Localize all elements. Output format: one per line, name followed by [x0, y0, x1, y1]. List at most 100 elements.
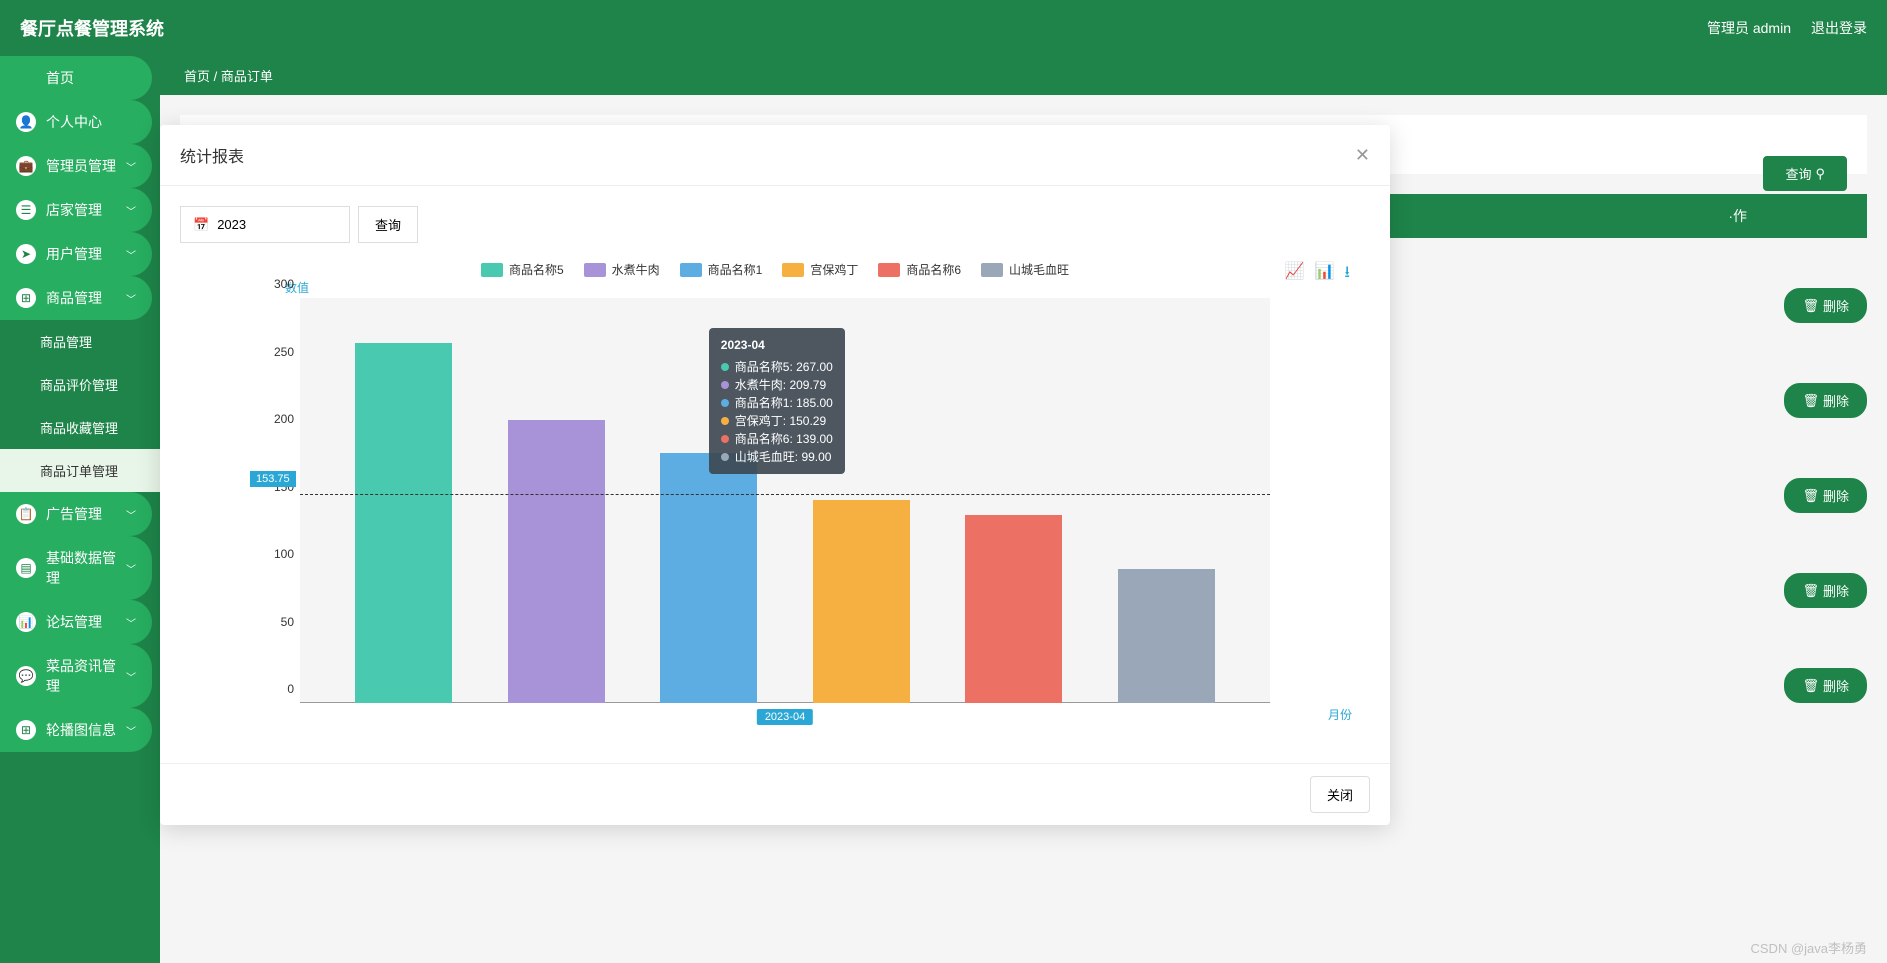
chart-bar[interactable] [660, 453, 757, 703]
legend-item[interactable]: 山城毛血旺 [981, 261, 1069, 278]
tooltip-dot [721, 381, 729, 389]
sidebar-sub-favorite-mgmt[interactable]: 商品收藏管理 [0, 406, 160, 449]
sidebar-item-admin[interactable]: 💼 管理员管理 ﹀ [0, 144, 152, 188]
chart-bar[interactable] [813, 500, 910, 703]
year-picker[interactable]: 📅 2023 [180, 206, 350, 243]
sidebar-item-shop[interactable]: ☰ 店家管理﹀ [0, 188, 152, 232]
legend-swatch [878, 263, 900, 277]
chart-bar[interactable] [508, 420, 605, 703]
app-title: 餐厅点餐管理系统 [20, 15, 164, 41]
sidebar-item-forum[interactable]: 📊 论坛管理 ﹀ [0, 600, 152, 644]
tooltip-row: 山城毛血旺: 99.00 [721, 448, 833, 466]
list-icon: ☰ [16, 200, 36, 220]
sidebar-sub-product-mgmt[interactable]: 商品管理 [0, 320, 160, 363]
tooltip-dot [721, 363, 729, 371]
breadcrumb: 首页 / 商品订单 [160, 56, 1887, 95]
breadcrumb-home[interactable]: 首页 [184, 69, 210, 84]
chart-icon: 📊 [16, 612, 36, 632]
sidebar-item-label: 论坛管理 [46, 612, 102, 632]
sidebar-item-label: 基础数据管理 [46, 548, 116, 588]
person-icon: 👤 [16, 112, 36, 132]
chart-toolbox: 📈 📊 ⭳ [1285, 261, 1350, 288]
legend-label: 商品名称5 [509, 261, 564, 278]
modal-close-button[interactable]: 关闭 [1310, 776, 1370, 813]
sidebar-sub-review-mgmt[interactable]: 商品评价管理 [0, 363, 160, 406]
tooltip-row: 宫保鸡丁: 150.29 [721, 412, 833, 430]
admin-label[interactable]: 管理员 admin [1707, 18, 1791, 38]
y-tick: 0 [260, 682, 294, 696]
sidebar-item-ad[interactable]: 📋 广告管理﹀ [0, 492, 152, 536]
stats-modal: 统计报表 ✕ 📅 2023 查询 商品名称5 水煮牛肉 商品名称1 宫保鸡丁 商品名称6… [160, 125, 1390, 825]
tooltip-dot [721, 453, 729, 461]
delete-button[interactable]: 🗑删除 [1784, 478, 1867, 513]
x-axis-label: 月份 [1328, 706, 1352, 723]
breadcrumb-current: 商品订单 [221, 69, 273, 84]
sidebar-item-label: 首页 [46, 68, 74, 88]
sidebar-item-label: 用户管理 [46, 244, 102, 264]
sidebar-item-label: 广告管理 [46, 504, 102, 524]
breadcrumb-sep: / [214, 69, 218, 84]
chevron-down-icon: ﹀ [126, 291, 136, 306]
chart-bar[interactable] [355, 343, 452, 703]
sidebar-item-basedata[interactable]: ▤ 基础数据管理﹀ [0, 536, 152, 600]
line-chart-icon[interactable]: 📈 [1285, 261, 1305, 288]
modal-body: 📅 2023 查询 商品名称5 水煮牛肉 商品名称1 宫保鸡丁 商品名称6 山城毛血旺 📈… [160, 186, 1390, 763]
query-button[interactable]: 查询 ⚲ [1763, 156, 1847, 191]
legend-item[interactable]: 水煮牛肉 [584, 261, 660, 278]
logout-link[interactable]: 退出登录 [1811, 18, 1867, 38]
trash-icon: 🗑 [1802, 488, 1819, 504]
sidebar-item-label: 管理员管理 [46, 156, 116, 176]
delete-button[interactable]: 🗑删除 [1784, 573, 1867, 608]
comment-icon: 💬 [16, 666, 36, 686]
delete-button[interactable]: 🗑删除 [1784, 288, 1867, 323]
header-right: 管理员 admin 退出登录 [1707, 18, 1867, 38]
clipboard-icon: 📋 [16, 504, 36, 524]
download-icon[interactable]: ⭳ [1344, 261, 1350, 288]
y-tick: 50 [260, 615, 294, 629]
tooltip-row: 商品名称1: 185.00 [721, 394, 833, 412]
grid-icon: ⊞ [16, 720, 36, 740]
tooltip-dot [721, 435, 729, 443]
legend-item[interactable]: 商品名称1 [680, 261, 763, 278]
chart-tooltip: 2023-04商品名称5: 267.00水煮牛肉: 209.79商品名称1: 1… [709, 328, 845, 474]
trash-icon: 🗑 [1802, 393, 1819, 409]
legend-swatch [981, 263, 1003, 277]
delete-button[interactable]: 🗑删除 [1784, 383, 1867, 418]
briefcase-icon: 💼 [16, 156, 36, 176]
tooltip-row: 商品名称5: 267.00 [721, 358, 833, 376]
sidebar-item-product[interactable]: ⊞ 商品管理﹀ [0, 276, 152, 320]
sidebar-item-carousel[interactable]: ⊞ 轮播图信息﹀ [0, 708, 152, 752]
modal-header: 统计报表 ✕ [160, 125, 1390, 186]
close-icon[interactable]: ✕ [1355, 145, 1370, 166]
legend-item[interactable]: 商品名称6 [878, 261, 961, 278]
modal-title: 统计报表 [180, 143, 244, 167]
y-tick: 200 [260, 412, 294, 426]
chevron-down-icon: ﹀ [126, 159, 136, 174]
modal-footer: 关闭 [160, 763, 1390, 825]
sidebar-item-user[interactable]: ➤ 用户管理 ﹀ [0, 232, 152, 276]
tooltip-row: 水煮牛肉: 209.79 [721, 376, 833, 394]
y-tick: 100 [260, 547, 294, 561]
chart-bar[interactable] [965, 515, 1062, 703]
send-icon: ➤ [16, 244, 36, 264]
sidebar-item-news[interactable]: 💬 菜品资讯管理﹀ [0, 644, 152, 708]
chart-bar[interactable] [1118, 569, 1215, 703]
chart-plot: 0501001502002503002023-04153.752023-04商品… [300, 298, 1270, 703]
legend-label: 水煮牛肉 [612, 261, 660, 278]
sidebar-item-home[interactable]: 首页 [0, 56, 152, 100]
legend-item[interactable]: 宫保鸡丁 [782, 261, 858, 278]
sidebar-item-label: 店家管理 [46, 200, 102, 220]
chevron-down-icon: ﹀ [126, 615, 136, 630]
y-tick: 250 [260, 345, 294, 359]
chevron-down-icon: ﹀ [126, 247, 136, 262]
chart-query-button[interactable]: 查询 [358, 206, 418, 243]
x-tick-label: 2023-04 [757, 709, 813, 725]
chart-container: 商品名称5水煮牛肉商品名称1宫保鸡丁商品名称6山城毛血旺 📈 📊 ⭳ 数值 月份… [180, 253, 1370, 743]
sidebar-item-personal[interactable]: 👤 个人中心 [0, 100, 152, 144]
delete-button[interactable]: 🗑删除 [1784, 668, 1867, 703]
sidebar-item-label: 菜品资讯管理 [46, 656, 116, 696]
sidebar-sub-order-mgmt[interactable]: 商品订单管理 [0, 449, 160, 492]
sidebar: 首页 👤 个人中心 💼 管理员管理﹀ ☰ 店家管理﹀ ➤ 用户管理﹀ ⊞ 商品管… [0, 56, 160, 963]
bar-chart-icon[interactable]: 📊 [1314, 261, 1334, 288]
legend-item[interactable]: 商品名称5 [481, 261, 564, 278]
